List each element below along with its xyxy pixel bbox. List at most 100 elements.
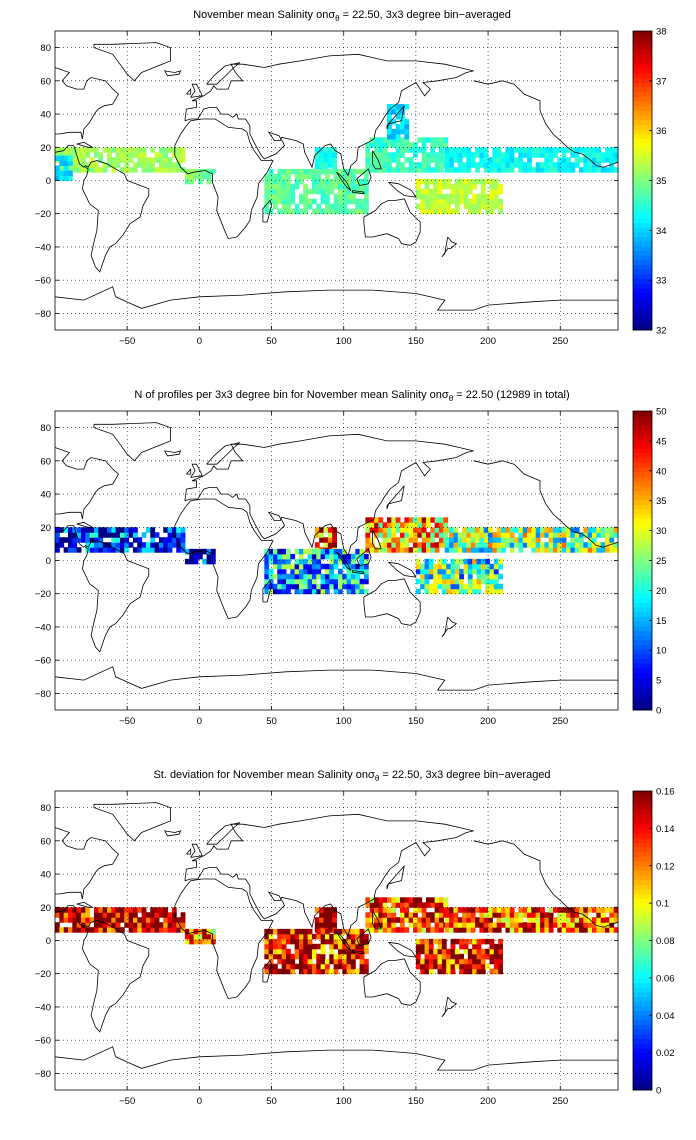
heat-cell (365, 542, 371, 548)
heat-cell (202, 548, 208, 555)
heat-cell (430, 537, 436, 543)
heat-cell (359, 168, 365, 175)
colorbar-step (633, 912, 652, 918)
heat-cell (498, 948, 504, 955)
heat-cell (363, 563, 369, 570)
heat-cell (467, 948, 473, 955)
heat-cell (391, 522, 397, 528)
heat-cell (472, 198, 478, 205)
heat-cell (337, 958, 343, 965)
heat-cell (463, 968, 469, 975)
heat-cell (359, 578, 365, 585)
heat-cell (290, 183, 296, 190)
heat-cell (430, 527, 436, 533)
heat-cell (437, 198, 443, 205)
heat-cell (319, 537, 325, 543)
heat-cell (480, 193, 486, 200)
heat-cell (145, 912, 151, 918)
heat-cell (493, 583, 499, 590)
heat-cell (320, 198, 326, 205)
heat-cell (111, 162, 117, 168)
heat-cell (459, 183, 465, 190)
heat-cell (363, 198, 369, 205)
y-tick-label: −80 (35, 309, 51, 320)
heat-cell (583, 147, 589, 153)
heat-cell (413, 927, 418, 933)
colorbar-step (633, 917, 652, 923)
heat-cell (479, 917, 485, 923)
heat-cell (346, 588, 352, 595)
heat-cell (137, 157, 143, 163)
heat-cell (342, 193, 348, 200)
heat-cell (483, 912, 489, 918)
heat-cell (311, 183, 317, 190)
heat-cell (430, 167, 436, 173)
heat-cell (327, 907, 333, 913)
heat-cell (574, 907, 580, 913)
colorbar-step (633, 870, 652, 876)
heat-cell (553, 917, 558, 923)
heat-cell (605, 922, 610, 928)
heat-cell (544, 922, 550, 928)
heat-cell (85, 922, 91, 928)
heat-cell (119, 542, 125, 548)
colorbar-step (633, 672, 652, 678)
heat-cell (324, 938, 330, 945)
heat-cell (454, 208, 460, 215)
heat-cell (493, 588, 499, 595)
heat-cell (337, 553, 343, 560)
heat-cell (583, 542, 589, 548)
heat-cell (553, 527, 558, 533)
heat-cell (592, 927, 597, 933)
heat-cell (391, 133, 397, 140)
colorbar-step (633, 453, 652, 459)
heat-cell (415, 938, 421, 945)
heat-cell (206, 173, 212, 180)
heat-cell (592, 537, 597, 543)
heat-cell (450, 198, 456, 205)
heat-cell (378, 162, 384, 168)
colorbar-tick-label: 36 (656, 126, 667, 137)
heat-cell (329, 568, 335, 575)
heat-cell (163, 162, 169, 168)
colorbar-step (633, 565, 652, 571)
heat-cell (378, 152, 384, 158)
heat-cell (463, 193, 469, 200)
heat-cell (365, 157, 371, 163)
heat-cell (466, 912, 472, 918)
colorbar-step (633, 82, 652, 88)
colorbar-step (633, 124, 652, 130)
heat-cell (333, 938, 339, 945)
heat-cell (421, 167, 427, 173)
heat-cell (102, 927, 108, 933)
heat-cell (566, 927, 571, 933)
heat-cell (290, 928, 296, 935)
heat-cell (493, 198, 499, 205)
heat-cell (163, 152, 169, 158)
heat-cell (63, 165, 69, 172)
heat-cell (395, 157, 401, 163)
heat-cell (428, 953, 434, 960)
heat-cell (441, 573, 447, 580)
heat-cell (470, 542, 476, 548)
heat-cell (387, 152, 392, 158)
heat-cell (342, 548, 348, 555)
heat-cell (277, 193, 283, 200)
heat-cell (154, 917, 160, 923)
heat-cell (323, 912, 329, 918)
heat-cell (583, 532, 589, 538)
heat-cell (505, 537, 511, 543)
heat-cell (400, 124, 405, 130)
heat-cell (391, 897, 397, 903)
heat-cell (176, 922, 182, 928)
heat-cell (327, 537, 333, 543)
heat-cell (462, 147, 467, 153)
heat-cell (561, 922, 567, 928)
heat-cell (434, 547, 440, 553)
heat-cell (298, 968, 304, 975)
heat-cell (342, 963, 348, 970)
heat-cell (333, 208, 339, 215)
heat-cell (449, 922, 454, 928)
heat-cell (596, 917, 602, 923)
heat-cell (437, 958, 443, 965)
